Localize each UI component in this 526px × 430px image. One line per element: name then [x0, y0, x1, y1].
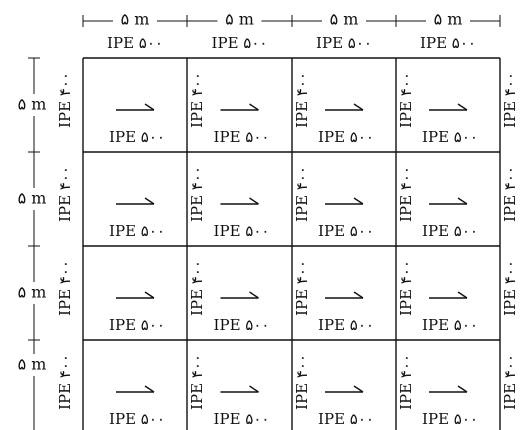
column-label: IPE ۴۰۰: [501, 72, 519, 128]
column-label: IPE ۴۰۰: [293, 166, 311, 222]
deck-direction-arrow: [220, 385, 259, 393]
deck-direction-arrow: [325, 385, 364, 393]
beam-label: IPE ۵۰۰: [422, 222, 478, 240]
column-label: IPE ۴۰۰: [397, 354, 415, 410]
beam-label: IPE ۵۰۰: [422, 410, 478, 428]
beam-label: IPE ۵۰۰: [422, 128, 478, 146]
deck-direction-arrows: [116, 103, 468, 393]
beam-label: IPE ۵۰۰: [318, 222, 374, 240]
deck-direction-arrow: [325, 291, 364, 299]
left-dimension-column: ۵ m ۵ m ۵ m ۵ m: [14, 57, 50, 430]
deck-direction-arrow: [220, 197, 259, 205]
beam-label: IPE ۵۰۰: [109, 128, 165, 146]
beam-label: IPE ۵۰۰: [318, 316, 374, 334]
deck-direction-arrow: [116, 385, 155, 393]
dimension-label-mask: [14, 282, 50, 304]
deck-direction-arrow: [429, 291, 468, 299]
beam-label: IPE ۵۰۰: [422, 316, 478, 334]
column-label: IPE ۴۰۰: [188, 166, 206, 222]
top-dimension-row: ۵ m IPE ۵۰۰ ۵ m IPE ۵۰۰ ۵ m IPE ۵۰۰ ۵ m IPE ۵۰۰: [82, 10, 501, 52]
dimension-label-mask: [14, 94, 50, 116]
column-label: IPE ۴۰۰: [501, 354, 519, 410]
column-label: IPE ۴۰۰: [293, 72, 311, 128]
beam-grid: [82, 57, 501, 430]
top-beam-label: IPE ۵۰۰: [107, 34, 163, 52]
span-dimension-label-y: ۵ m: [18, 355, 47, 374]
column-label: IPE ۴۰۰: [397, 166, 415, 222]
span-dimension-label-y: ۵ m: [18, 283, 47, 302]
beam-label: IPE ۵۰۰: [318, 410, 374, 428]
dimension-label-mask: [217, 11, 262, 31]
column-label: IPE ۴۰۰: [188, 72, 206, 128]
dimension-label-mask: [322, 11, 366, 31]
deck-direction-arrow: [116, 103, 155, 111]
column-label: IPE ۴۰۰: [501, 260, 519, 316]
deck-direction-arrow: [116, 291, 155, 299]
beam-label: IPE ۵۰۰: [109, 316, 165, 334]
beam-label: IPE ۵۰۰: [214, 316, 270, 334]
deck-direction-arrow: [116, 197, 155, 205]
deck-direction-arrow: [429, 103, 468, 111]
dimension-label-mask: [113, 11, 157, 31]
column-label: IPE ۴۰۰: [188, 354, 206, 410]
top-beam-label: IPE ۵۰۰: [212, 34, 268, 52]
span-dimension-label-x: ۵ m: [434, 10, 463, 29]
deck-direction-arrow: [325, 103, 364, 111]
column-label: IPE ۴۰۰: [56, 260, 74, 316]
top-beam-label: IPE ۵۰۰: [316, 34, 372, 52]
beam-label: IPE ۵۰۰: [109, 410, 165, 428]
column-label: IPE ۴۰۰: [397, 260, 415, 316]
column-label: IPE ۴۰۰: [397, 72, 415, 128]
dimension-label-mask: [14, 188, 50, 210]
span-dimension-label-x: ۵ m: [330, 10, 359, 29]
top-beam-label: IPE ۵۰۰: [420, 34, 476, 52]
beam-label: IPE ۵۰۰: [318, 128, 374, 146]
beam-label: IPE ۵۰۰: [214, 410, 270, 428]
beam-label: IPE ۵۰۰: [214, 128, 270, 146]
deck-direction-arrow: [429, 197, 468, 205]
span-dimension-label-y: ۵ m: [18, 95, 47, 114]
column-label: IPE ۴۰۰: [501, 166, 519, 222]
column-label: IPE ۴۰۰: [56, 166, 74, 222]
column-label: IPE ۴۰۰: [56, 354, 74, 410]
beam-label: IPE ۵۰۰: [109, 222, 165, 240]
member-labels: IPE ۴۰۰ IPE ۴۰۰ IPE ۵۰۰ IPE ۴۰۰ IPE ۵۰۰ IPE ۴…: [56, 72, 519, 428]
deck-direction-arrow: [220, 291, 259, 299]
deck-direction-arrow: [220, 103, 259, 111]
column-label: IPE ۴۰۰: [293, 354, 311, 410]
column-label: IPE ۴۰۰: [56, 72, 74, 128]
dimension-label-mask: [14, 354, 50, 376]
span-dimension-label-y: ۵ m: [18, 189, 47, 208]
span-dimension-label-x: ۵ m: [225, 10, 254, 29]
span-dimension-label-x: ۵ m: [121, 10, 150, 29]
dimension-label-mask: [426, 11, 470, 31]
column-label: IPE ۴۰۰: [293, 260, 311, 316]
deck-direction-arrow: [325, 197, 364, 205]
deck-direction-arrow: [429, 385, 468, 393]
column-label: IPE ۴۰۰: [188, 260, 206, 316]
beam-label: IPE ۵۰۰: [214, 222, 270, 240]
